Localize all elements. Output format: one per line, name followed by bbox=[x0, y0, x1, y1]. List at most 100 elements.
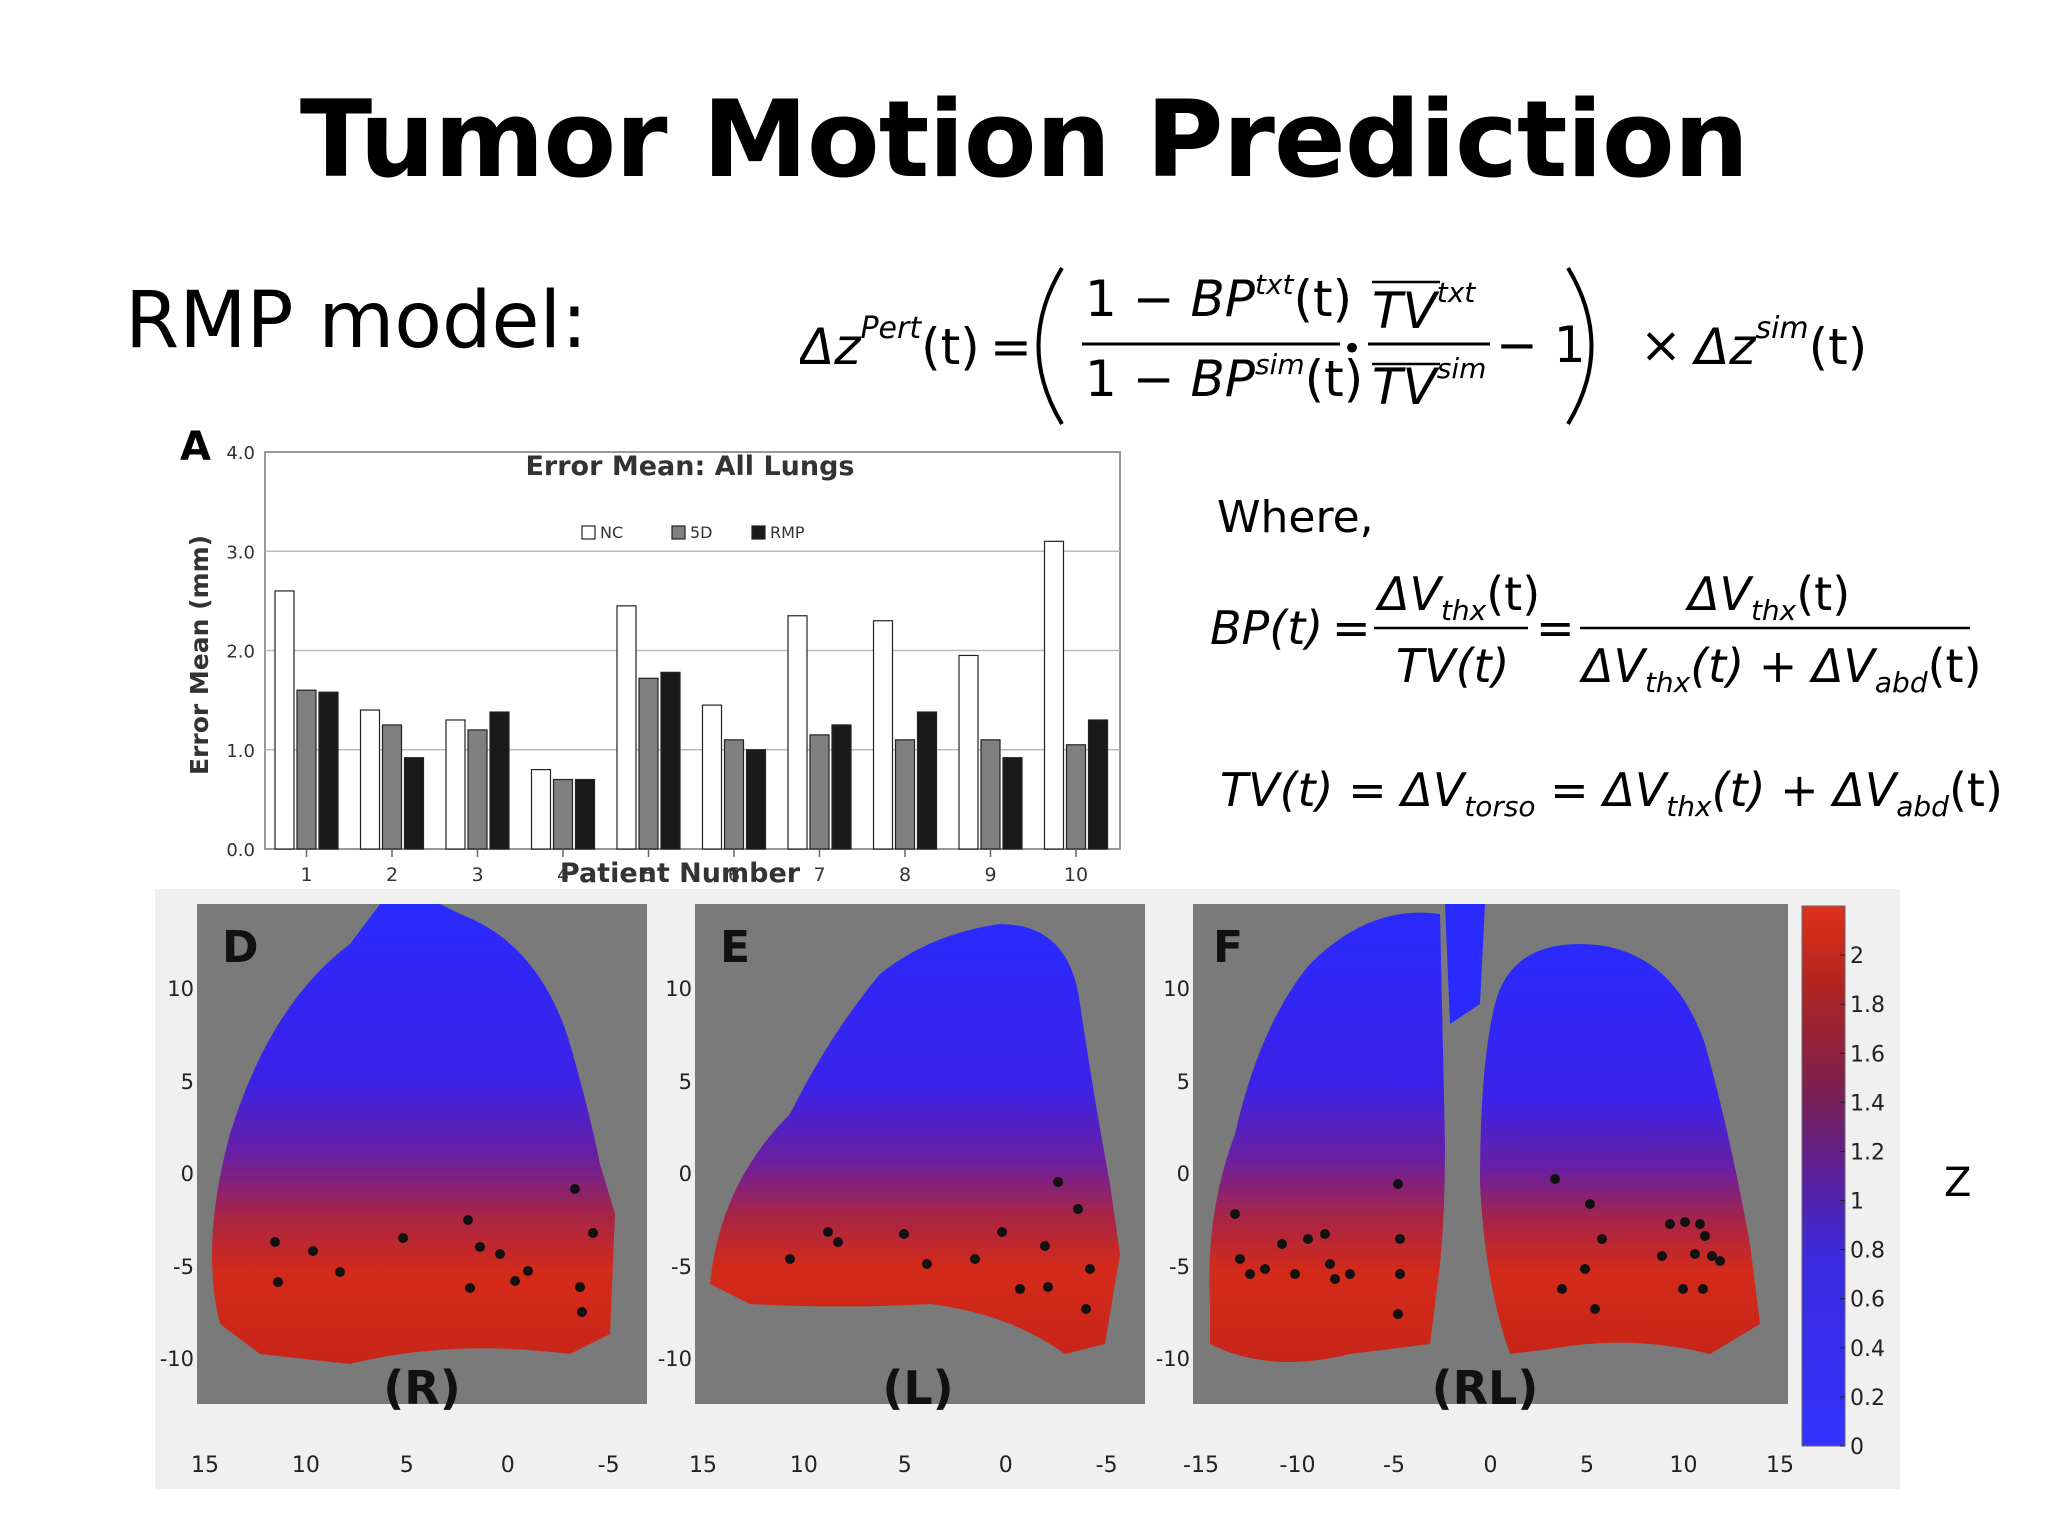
colorbar-tick-label: 1.6 bbox=[1850, 1042, 1885, 1067]
x-tick-labels: 1 2 3 4 5 6 7 8 9 10 bbox=[300, 849, 1088, 886]
chart-title: Error Mean: All Lungs bbox=[525, 451, 854, 482]
x-tick-label: 6 bbox=[728, 864, 740, 886]
map-x-tick-label: 5 bbox=[400, 1453, 414, 1478]
map-label: (L) bbox=[882, 1361, 953, 1415]
bar-5d-2 bbox=[381, 724, 403, 850]
y-tick-label: 4.0 bbox=[226, 443, 255, 464]
lung-shape-rl-right bbox=[1209, 912, 1445, 1362]
bar-rmp-10 bbox=[1087, 719, 1109, 850]
z-axis-label: Z bbox=[1944, 1160, 1972, 1206]
model-label: RMP model: bbox=[125, 276, 588, 366]
legend-label: RMP bbox=[770, 523, 805, 542]
bar-5d-8 bbox=[894, 739, 916, 850]
map-x-tick-label: 15 bbox=[689, 1453, 717, 1478]
map-x-tick-label: 15 bbox=[191, 1453, 219, 1478]
bp-equation: BP(t) = ΔVthx(t) TV(t) = ΔVthx(t) ΔVthx(… bbox=[1210, 567, 1982, 699]
map-label: (RL) bbox=[1432, 1361, 1539, 1415]
bar-nc-8 bbox=[872, 620, 894, 850]
map-y-tick-label: -5 bbox=[671, 1255, 692, 1279]
colorbar-tick-label: 0.6 bbox=[1850, 1288, 1885, 1313]
map-y-tick-label: 0 bbox=[679, 1162, 692, 1186]
bar-nc-1 bbox=[274, 590, 295, 850]
svg-text:BP(t): BP(t) bbox=[1210, 601, 1323, 655]
colorbar-tick-label: 1 bbox=[1850, 1190, 1864, 1215]
svg-text:ΔzPert(t): ΔzPert(t) bbox=[800, 311, 980, 376]
x-tick-label: 3 bbox=[471, 864, 483, 886]
bar-nc-6 bbox=[701, 704, 723, 850]
y-tick-label: 3.0 bbox=[226, 542, 255, 563]
legend-swatch-5d bbox=[671, 525, 686, 540]
slide-title: Tumor Motion Prediction bbox=[299, 78, 1749, 201]
map-panel-d: D (R) bbox=[197, 904, 647, 1415]
colorbar-tick-label: 0.8 bbox=[1850, 1239, 1885, 1264]
map-x-tick-label: 5 bbox=[1580, 1453, 1594, 1478]
y-tick-labels: 0.0 1.0 2.0 3.0 4.0 bbox=[226, 443, 255, 861]
map-x-tick-label: 0 bbox=[999, 1453, 1013, 1478]
y-tick-label: 2.0 bbox=[226, 642, 255, 663]
bar-5d-1 bbox=[296, 689, 317, 850]
map-panel-f: F (RL) bbox=[1193, 904, 1788, 1415]
bar-rmp-3 bbox=[489, 711, 510, 850]
svg-text:TV(t) = ΔVtorso = ΔVthx(t) + Δ: TV(t) = ΔVtorso = ΔVthx(t) + ΔVabd(t) bbox=[1220, 763, 2003, 823]
bar-nc-7 bbox=[787, 615, 808, 850]
bar-nc-4 bbox=[530, 769, 552, 850]
colorbar-tick-label: 0.2 bbox=[1850, 1386, 1885, 1411]
eq-equals: = bbox=[990, 318, 1032, 376]
colorbar-tick-labels: 2 1.8 1.6 1.4 1.2 1 0.8 0.6 0.4 0.2 0 bbox=[1840, 944, 1885, 1460]
map-label: (R) bbox=[383, 1361, 460, 1415]
y-tick-label: 0.0 bbox=[226, 840, 255, 861]
colorbar-tick-label: 0.4 bbox=[1850, 1337, 1885, 1362]
bar-nc-5 bbox=[616, 605, 637, 850]
lung-shape-rl-left bbox=[1480, 944, 1760, 1354]
bar-5d-5 bbox=[638, 677, 659, 850]
map-x-tick-label: 10 bbox=[1670, 1453, 1698, 1478]
eq-dot: • bbox=[1342, 329, 1362, 369]
x-tick-label: 9 bbox=[984, 864, 996, 886]
bar-5d-7 bbox=[809, 734, 830, 850]
legend-label: 5D bbox=[690, 523, 713, 542]
x-tick-label: 2 bbox=[386, 864, 398, 886]
map-x-tick-label: 5 bbox=[898, 1453, 912, 1478]
map-x-tick-label: 10 bbox=[790, 1453, 818, 1478]
eq-lhs-delta: Δz bbox=[800, 318, 862, 376]
x-tick-label: 1 bbox=[300, 864, 312, 886]
bar-rmp-1 bbox=[318, 691, 339, 850]
svg-text:ΔVthx(t): ΔVthx(t) bbox=[1685, 567, 1850, 627]
bar-nc-9 bbox=[958, 654, 979, 850]
x-tick-label: 4 bbox=[557, 864, 569, 886]
colorbar-gradient bbox=[1801, 905, 1846, 1447]
colorbar-tick-label: 2 bbox=[1850, 944, 1864, 969]
bar-nc-10 bbox=[1043, 540, 1065, 850]
legend-swatch-nc bbox=[581, 525, 596, 540]
x-axis-label: Patient Number bbox=[560, 858, 801, 889]
map-y-tick-label: 5 bbox=[679, 1070, 692, 1094]
map-x-tick-label: 10 bbox=[292, 1453, 320, 1478]
colorbar-tick-label: 1.4 bbox=[1850, 1091, 1885, 1116]
svg-text:TV(t): TV(t) bbox=[1396, 639, 1510, 693]
x-tick-label: 7 bbox=[813, 864, 825, 886]
left-paren bbox=[1036, 266, 1064, 426]
where-label: Where, bbox=[1217, 492, 1374, 543]
x-tick-label: 8 bbox=[899, 864, 911, 886]
bar-5d-10 bbox=[1065, 744, 1087, 850]
bar-rmp-8 bbox=[916, 711, 938, 850]
right-paren bbox=[1566, 266, 1594, 426]
bar-5d-3 bbox=[467, 729, 488, 850]
colorbar-tick-label: 0 bbox=[1850, 1435, 1864, 1460]
map-x-tick-label: 15 bbox=[1766, 1453, 1794, 1478]
bar-rmp-7 bbox=[831, 724, 852, 850]
bar-5d-4 bbox=[552, 778, 574, 850]
map-tick-labels: 10 5 0 -5 -10 15 10 5 0 -5 10 5 0 -5 -10 15 10 5 0 -5 10 5 0 -5… bbox=[160, 977, 1794, 1478]
colorbar-tick-label: 1.2 bbox=[1850, 1140, 1885, 1165]
svg-text:Δzsim(t): Δzsim(t) bbox=[1691, 311, 1867, 376]
lung-shape-left bbox=[710, 924, 1120, 1354]
map-y-tick-label: 10 bbox=[1163, 977, 1190, 1001]
svg-text:TVtxt: TVtxt bbox=[1372, 276, 1476, 340]
x-tick-label: 10 bbox=[1064, 864, 1088, 886]
map-x-tick-label: -5 bbox=[598, 1453, 620, 1478]
map-y-tick-label: 0 bbox=[1177, 1162, 1190, 1186]
map-letter: D bbox=[222, 922, 259, 973]
svg-text:TVsim: TVsim bbox=[1372, 352, 1486, 416]
map-y-tick-label: -5 bbox=[173, 1255, 194, 1279]
